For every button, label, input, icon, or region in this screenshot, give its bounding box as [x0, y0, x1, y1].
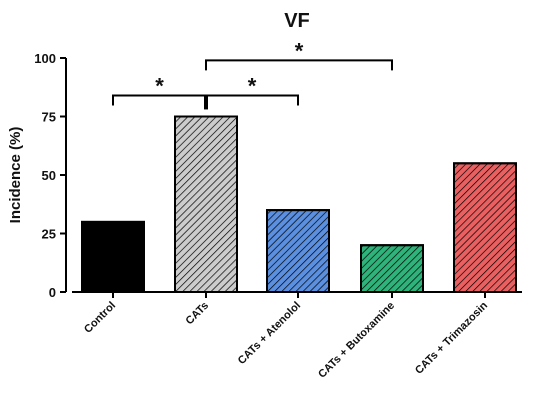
x-tick-label: CATs: [183, 300, 211, 328]
x-tick-label: CATs + Trimazosin: [413, 299, 490, 376]
chart-title: VF: [284, 10, 310, 32]
significance-star: *: [248, 73, 257, 98]
x-tick-label: Control: [82, 300, 118, 336]
x-tick-label: CATs + Butoxamine: [316, 300, 397, 381]
significance-star: *: [155, 73, 164, 98]
x-tick-label: CATs + Atenolol: [236, 300, 303, 367]
bar-hatch: [266, 209, 330, 294]
y-tick-label: 100: [34, 51, 56, 66]
y-tick-label: 75: [42, 110, 56, 125]
y-axis-label: Incidence (%): [7, 127, 24, 224]
bar-hatch: [174, 115, 238, 293]
y-tick-label: 50: [42, 168, 56, 183]
significance-star: *: [295, 38, 304, 63]
bar: [81, 220, 145, 293]
y-tick-label: 0: [49, 285, 56, 300]
significance-bracket: [205, 59, 393, 71]
y-tick-label: 25: [42, 227, 56, 242]
bar-hatch: [453, 162, 517, 293]
bar-hatch: [360, 244, 424, 293]
